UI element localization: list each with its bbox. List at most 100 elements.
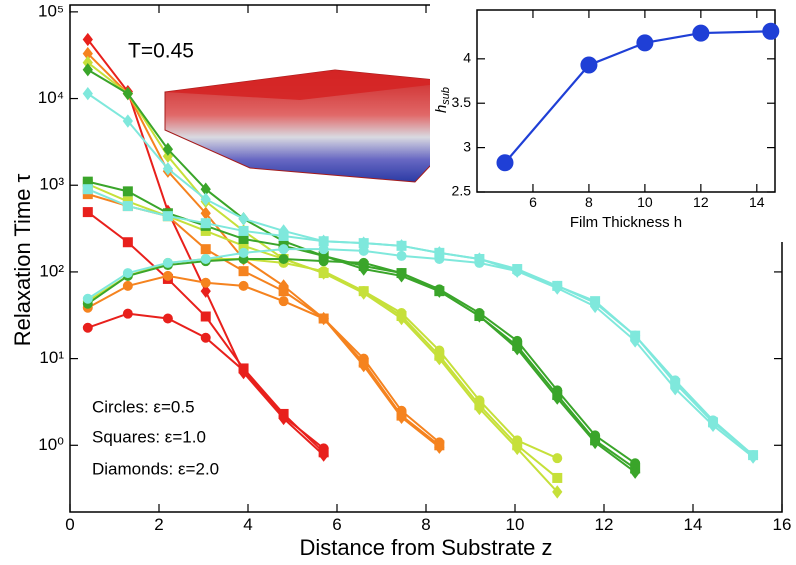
marker bbox=[200, 277, 211, 288]
marker bbox=[552, 453, 563, 464]
annotation: Circles: ε=0.5 bbox=[92, 397, 195, 416]
marker bbox=[82, 207, 93, 218]
marker bbox=[200, 253, 211, 264]
marker bbox=[82, 32, 93, 47]
inset-y-label: h bbox=[433, 105, 450, 113]
series-line bbox=[87, 52, 440, 449]
marker bbox=[496, 154, 514, 172]
marker bbox=[630, 334, 641, 348]
marker bbox=[396, 410, 407, 425]
marker bbox=[434, 440, 445, 454]
marker bbox=[82, 293, 93, 304]
series-line bbox=[87, 92, 754, 458]
marker bbox=[358, 286, 369, 300]
marker bbox=[396, 269, 407, 283]
marker bbox=[318, 266, 329, 280]
inset-y-label-sub: sub bbox=[440, 87, 452, 105]
marker bbox=[580, 56, 598, 74]
y-tick-label: 3.5 bbox=[452, 94, 472, 110]
marker bbox=[200, 311, 211, 322]
marker bbox=[318, 448, 329, 462]
marker bbox=[122, 114, 133, 128]
marker bbox=[278, 244, 289, 255]
annotation: Squares: ε=1.0 bbox=[92, 427, 206, 446]
x-tick-label: 0 bbox=[65, 515, 74, 534]
marker bbox=[82, 184, 93, 195]
marker bbox=[82, 63, 93, 77]
y-tick-label: 10⁰ bbox=[38, 435, 64, 454]
marker bbox=[200, 284, 211, 298]
marker bbox=[358, 358, 369, 373]
marker bbox=[200, 192, 211, 206]
y-tick-label: 10⁵ bbox=[38, 1, 64, 20]
marker bbox=[122, 237, 133, 248]
y-axis-title: Relaxation Time τ bbox=[10, 173, 35, 346]
x-tick-label: 10 bbox=[637, 194, 653, 210]
marker bbox=[474, 309, 485, 323]
plot-frame bbox=[476, 9, 776, 193]
marker bbox=[162, 313, 173, 324]
x-axis-title: Distance from Substrate z bbox=[299, 535, 552, 560]
x-tick-label: 14 bbox=[749, 194, 765, 210]
marker bbox=[162, 257, 173, 268]
marker bbox=[200, 244, 211, 255]
marker bbox=[238, 280, 249, 291]
x-tick-label: 8 bbox=[421, 515, 430, 534]
x-tick-label: 16 bbox=[773, 515, 792, 534]
marker bbox=[630, 465, 641, 479]
marker bbox=[162, 211, 173, 222]
x-axis-title: Film Thickness h bbox=[570, 214, 682, 231]
marker bbox=[122, 308, 133, 319]
x-tick-label: 6 bbox=[332, 515, 341, 534]
marker bbox=[434, 246, 445, 260]
marker bbox=[474, 401, 485, 416]
y-tick-label: 4 bbox=[463, 50, 471, 66]
x-tick-label: 12 bbox=[595, 515, 614, 534]
marker bbox=[162, 270, 173, 281]
marker bbox=[552, 485, 563, 499]
marker bbox=[82, 86, 93, 101]
y-tick-label: 2.5 bbox=[452, 183, 472, 199]
marker bbox=[434, 284, 445, 298]
series-line bbox=[87, 274, 440, 444]
marker bbox=[512, 342, 523, 356]
marker bbox=[318, 234, 329, 248]
marker bbox=[162, 162, 174, 176]
marker bbox=[552, 281, 563, 295]
marker bbox=[434, 351, 445, 366]
marker bbox=[396, 311, 407, 326]
marker bbox=[512, 264, 523, 278]
marker bbox=[200, 332, 211, 343]
y-tick-label: 10¹ bbox=[39, 348, 64, 367]
annotation: Diamonds: ε=2.0 bbox=[92, 459, 219, 478]
marker bbox=[122, 186, 133, 197]
marker bbox=[278, 411, 289, 426]
marker bbox=[358, 236, 369, 250]
marker bbox=[358, 262, 369, 276]
marker bbox=[122, 201, 133, 212]
marker bbox=[396, 239, 407, 253]
marker bbox=[318, 311, 329, 326]
marker bbox=[589, 435, 601, 450]
marker bbox=[692, 24, 710, 42]
x-tick-label: 14 bbox=[684, 515, 703, 534]
x-tick-label: 8 bbox=[585, 194, 593, 210]
marker bbox=[278, 279, 289, 293]
marker bbox=[474, 252, 485, 266]
y-tick-label: 10² bbox=[39, 261, 64, 280]
y-tick-label: 3 bbox=[463, 138, 471, 154]
marker bbox=[238, 266, 249, 277]
marker bbox=[122, 268, 133, 279]
marker bbox=[278, 253, 289, 264]
x-tick-label: 4 bbox=[243, 515, 252, 534]
x-tick-label: 2 bbox=[154, 515, 163, 534]
marker bbox=[589, 299, 601, 314]
y-tick-label: 10⁴ bbox=[38, 88, 64, 107]
y-tick-label: 10³ bbox=[39, 175, 64, 194]
marker bbox=[238, 365, 249, 380]
marker bbox=[396, 250, 407, 261]
marker bbox=[552, 391, 563, 405]
marker bbox=[670, 381, 681, 396]
marker bbox=[238, 212, 249, 226]
marker bbox=[162, 142, 174, 156]
